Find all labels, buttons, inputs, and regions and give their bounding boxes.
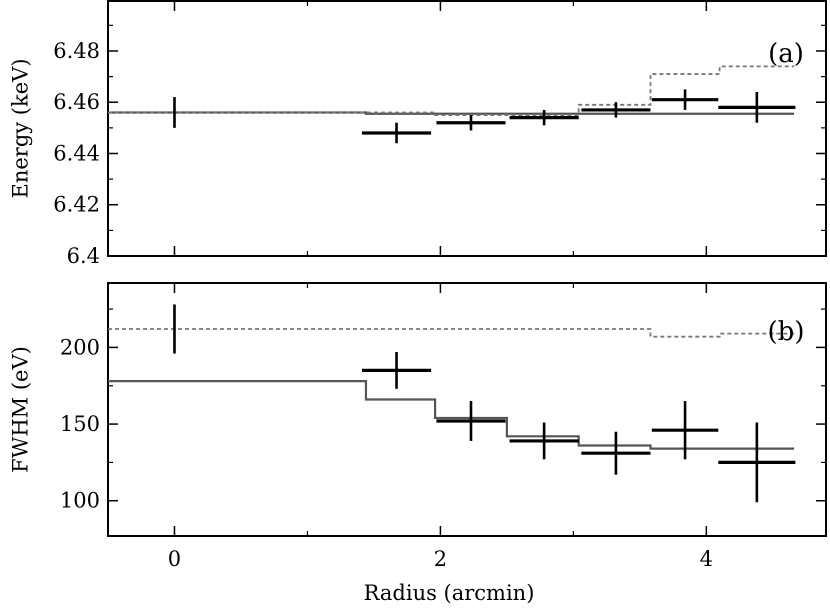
panel-a-energy: 6.4 6.42 6.44 6.46 6.48 Energy (keV) (a) [9,0,827,268]
panel-b-label: (b) [768,317,805,347]
panel-a-label: (a) [768,39,804,69]
panel-b-y-tick-labels: 100 150 200 [60,335,100,512]
y-tick-label: 150 [60,412,100,436]
panel-b-fwhm: 100 150 200 0 2 4 FWHM (eV) (b) Radius (arcm… [9,282,827,605]
y-tick-label: 200 [60,335,100,359]
panel-b-series [108,304,796,503]
x-axis-title: Radius (arcmin) [364,581,535,605]
x-tick-label: 4 [700,547,713,571]
panel-b-frame [107,282,827,537]
x-tick-label: 2 [434,547,447,571]
model-step-solid [108,380,795,450]
x-tick-label: 0 [168,547,181,571]
panel-a-frame [107,0,827,257]
panel-b-y-axis-title: FWHM (eV) [9,346,33,473]
panel-b-x-tick-labels: 0 2 4 [168,547,713,571]
y-tick-label: 6.42 [53,193,100,217]
panel-b-ticks [108,283,826,536]
y-tick-label: 6.48 [53,39,100,63]
panel-a-series [108,65,796,144]
y-tick-label: 6.46 [53,90,100,114]
y-tick-label: 100 [60,489,100,513]
y-tick-label: 6.4 [67,244,100,268]
model-step-dotted [108,328,795,338]
panel-a-ticks [108,1,826,257]
model-step-dotted [108,65,795,116]
panel-a-y-tick-labels: 6.4 6.42 6.44 6.46 6.48 [53,39,100,268]
model-step-solid [108,111,795,115]
panel-a-y-axis-title: Energy (keV) [9,58,33,198]
y-tick-label: 6.44 [53,141,100,165]
